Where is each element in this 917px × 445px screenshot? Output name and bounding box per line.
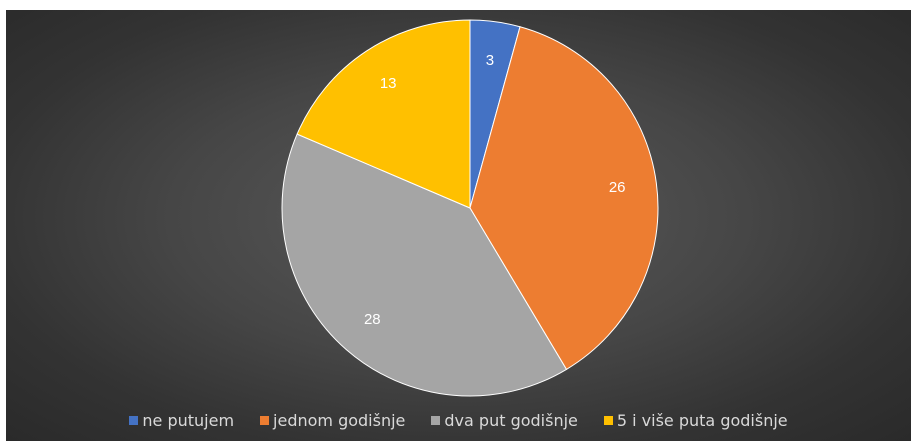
pie-slice: [296, 19, 471, 209]
pie-data-label: 26: [609, 179, 626, 196]
legend-label: dva put godišnje: [444, 410, 578, 430]
legend-item-5-i-vise-puta-godisnje: 5 i više puta godišnje: [603, 410, 788, 430]
pie-slices: [281, 19, 659, 397]
pie-slice: [469, 26, 659, 371]
legend-item-dva-put-godisnje: dva put godišnje: [431, 410, 578, 430]
legend-swatch: [431, 415, 441, 425]
pie-data-labels: 3 26 28 13: [364, 52, 626, 328]
pie-data-label: 13: [380, 75, 397, 92]
chart-area: 3 26 28 13 ne putujem jednom godišnje dva p…: [6, 10, 911, 441]
pie-slice: [281, 133, 568, 397]
legend-swatch: [260, 415, 270, 425]
legend-label: 5 i više puta godišnje: [616, 410, 788, 430]
legend-item-jednom-godisnje: jednom godišnje: [260, 411, 405, 430]
legend-item-ne-putujem: ne putujem: [129, 411, 234, 430]
legend: ne putujem jednom godišnje dva put godiš…: [6, 408, 911, 432]
legend-label: jednom godišnje: [273, 410, 406, 430]
legend-swatch: [129, 415, 139, 425]
legend-label: ne putujem: [142, 410, 235, 430]
legend-swatch: [603, 415, 613, 425]
pie-data-label: 3: [486, 52, 494, 69]
pie-chart: 3 26 28 13: [281, 19, 659, 397]
pie-data-label: 28: [364, 311, 381, 328]
